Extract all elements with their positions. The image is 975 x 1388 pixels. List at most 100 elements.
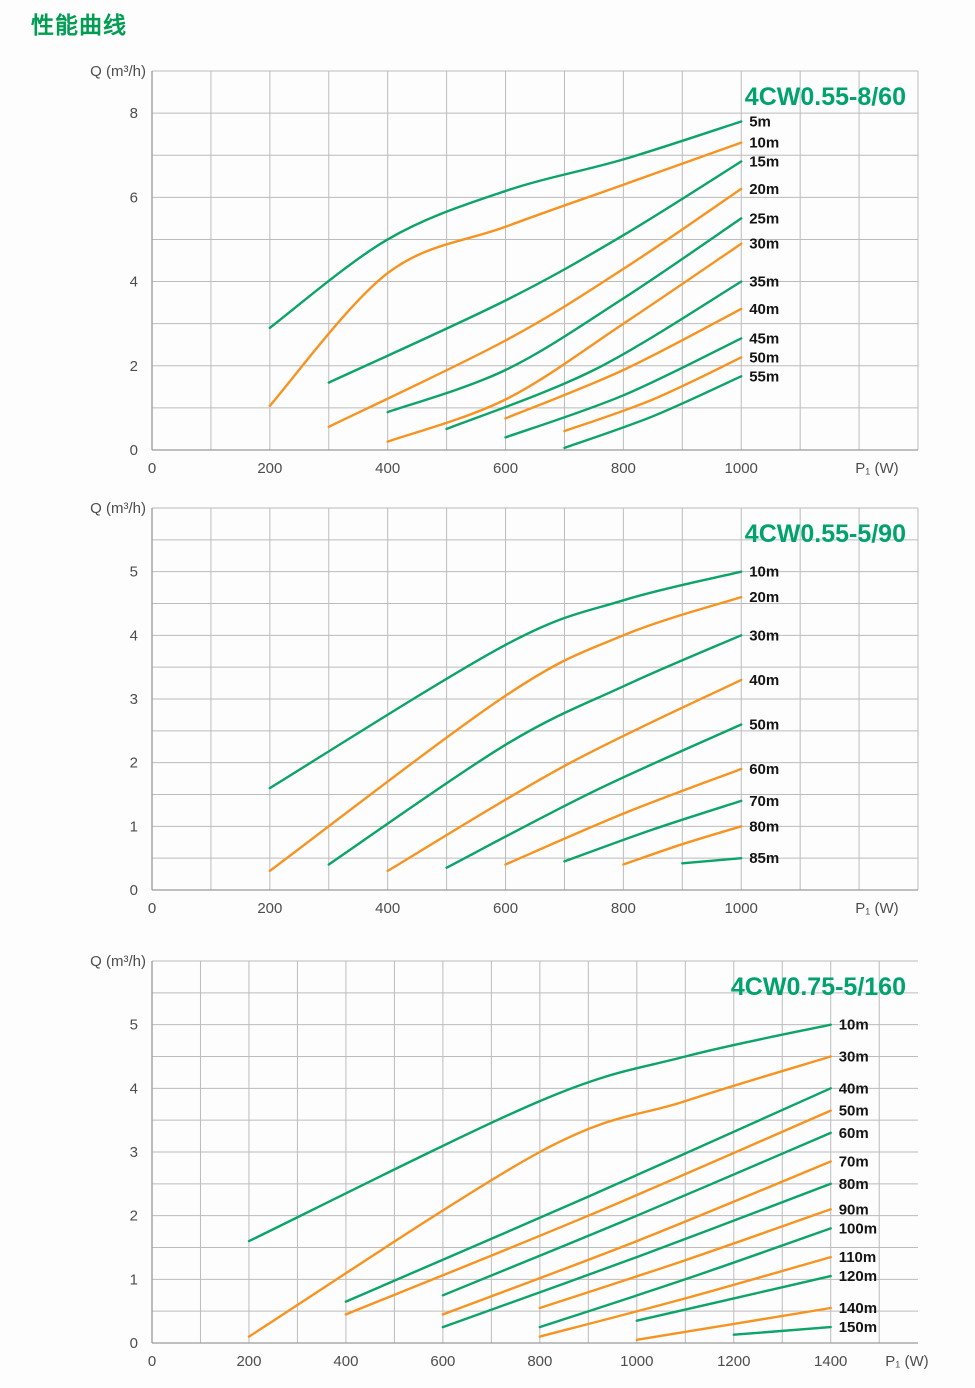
curve-80m xyxy=(441,1182,832,1329)
curve-label-5m: 5m xyxy=(749,114,771,131)
x-axis-title: P₁ (W) xyxy=(855,460,898,477)
curve-40m xyxy=(504,307,743,420)
x-tick-label: 600 xyxy=(493,460,518,477)
curve-40m xyxy=(386,678,743,873)
curve-55m xyxy=(563,375,743,450)
curve-20m xyxy=(327,187,743,428)
chart-4CW0.75-5/160: 0 200 400 600 800 1000 1200 1400 0 1 2 3 4 5 Q (m³/h) P… xyxy=(0,948,975,1383)
y-tick-label: 8 xyxy=(130,105,138,122)
axes xyxy=(151,71,918,451)
y-tick-label: 2 xyxy=(130,755,138,772)
curve-90m xyxy=(538,1208,832,1310)
y-tick-label: 6 xyxy=(130,189,138,206)
chart-svg-2: 0 200 400 600 800 1000 0 1 2 3 4 5 Q (m³/h) P₁ (W) 4CW… xyxy=(90,500,919,917)
curve-label-45m: 45m xyxy=(749,330,779,347)
y-tick-label: 0 xyxy=(130,882,138,899)
curve-label-40m: 40m xyxy=(839,1080,869,1097)
curve-label-90m: 90m xyxy=(839,1201,869,1218)
curve-85m xyxy=(681,857,743,865)
x-tick-label: 1200 xyxy=(717,1353,750,1370)
axes xyxy=(151,508,918,891)
curve-140m xyxy=(635,1306,832,1341)
chart-4CW0.55-5/90: 0 200 400 600 800 1000 0 1 2 3 4 5 Q (m³/h) P₁ (W) 4CW… xyxy=(0,495,975,930)
curve-label-85m: 85m xyxy=(749,850,779,867)
curve-label-50m: 50m xyxy=(749,349,779,366)
x-tick-label: 400 xyxy=(375,460,400,477)
curve-10m xyxy=(247,1023,832,1243)
x-tick-label: 800 xyxy=(527,1353,552,1370)
curve-40m xyxy=(344,1087,832,1303)
curve-label-40m: 40m xyxy=(749,672,779,689)
x-axis-title: P₁ (W) xyxy=(885,1353,928,1370)
y-tick-label: 1 xyxy=(130,818,138,835)
curve-50m xyxy=(344,1109,832,1316)
x-tick-label: 0 xyxy=(148,460,156,477)
page-title: 性能曲线 xyxy=(31,12,127,38)
curve-110m xyxy=(538,1255,832,1338)
chart-title: 4CW0.55-5/90 xyxy=(745,520,906,548)
axes xyxy=(151,961,918,1344)
curve-label-70m: 70m xyxy=(749,793,779,810)
curve-100m xyxy=(538,1227,832,1329)
x-tick-label: 600 xyxy=(430,1353,455,1370)
x-tick-label: 0 xyxy=(148,1353,156,1370)
x-tick-label: 1400 xyxy=(814,1353,847,1370)
curve-5m xyxy=(268,120,743,330)
curve-150m xyxy=(732,1325,832,1336)
chart-4CW0.55-8/60: 0 200 400 600 800 1000 0 2 4 6 8 Q (m³/h) P₁ (W) 4CW0… xyxy=(0,58,975,493)
x-tick-label: 200 xyxy=(257,900,282,917)
grid-lines xyxy=(151,960,918,1344)
curve-10m xyxy=(268,141,743,407)
y-axis-title: Q (m³/h) xyxy=(90,500,146,517)
curve-70m xyxy=(441,1160,832,1316)
curve-30m xyxy=(386,242,743,443)
curve-80m xyxy=(622,825,743,866)
y-tick-label: 0 xyxy=(130,1335,138,1352)
grid-lines xyxy=(151,507,919,891)
curve-label-110m: 110m xyxy=(839,1249,877,1266)
y-tick-label: 4 xyxy=(130,1080,138,1097)
curve-label-35m: 35m xyxy=(749,274,779,291)
curve-60m xyxy=(441,1131,832,1297)
x-axis-title: P₁ (W) xyxy=(855,900,898,917)
curve-label-20m: 20m xyxy=(749,589,779,606)
x-tick-label: 800 xyxy=(611,460,636,477)
y-tick-label: 4 xyxy=(130,274,138,291)
curve-45m xyxy=(504,337,743,439)
curve-120m xyxy=(635,1274,832,1322)
curve-label-10m: 10m xyxy=(749,564,779,581)
curve-label-30m: 30m xyxy=(749,236,779,253)
curve-label-20m: 20m xyxy=(749,181,779,198)
chart-svg-1: 0 200 400 600 800 1000 0 2 4 6 8 Q (m³/h) P₁ (W) 4CW0… xyxy=(90,63,919,477)
x-tick-label: 1000 xyxy=(725,460,758,477)
y-tick-label: 2 xyxy=(130,358,138,375)
curve-label-70m: 70m xyxy=(839,1154,869,1171)
chart-title: 4CW0.75-5/160 xyxy=(731,973,906,1001)
curve-label-10m: 10m xyxy=(749,135,779,152)
curve-15m xyxy=(327,160,743,384)
curve-25m xyxy=(386,217,743,414)
curve-label-10m: 10m xyxy=(839,1017,869,1034)
curve-label-100m: 100m xyxy=(839,1220,877,1237)
y-axis-title: Q (m³/h) xyxy=(90,63,146,80)
curve-50m xyxy=(445,723,743,869)
y-tick-label: 1 xyxy=(130,1271,138,1288)
x-tick-label: 0 xyxy=(148,900,156,917)
curve-label-80m: 80m xyxy=(749,818,779,835)
x-tick-label: 800 xyxy=(611,900,636,917)
y-tick-label: 5 xyxy=(130,564,138,581)
y-axis-title: Q (m³/h) xyxy=(90,953,146,970)
curve-label-60m: 60m xyxy=(749,761,779,778)
x-tick-label: 1000 xyxy=(620,1353,653,1370)
curve-30m xyxy=(327,634,743,866)
chart-svg-3: 0 200 400 600 800 1000 1200 1400 0 1 2 3 4 5 Q (m³/h) P… xyxy=(90,953,929,1370)
curve-label-120m: 120m xyxy=(839,1268,877,1285)
x-tick-label: 400 xyxy=(333,1353,358,1370)
x-tick-label: 400 xyxy=(375,900,400,917)
x-tick-label: 600 xyxy=(493,900,518,917)
curve-35m xyxy=(445,280,743,431)
curve-label-50m: 50m xyxy=(839,1103,869,1120)
x-tick-label: 200 xyxy=(236,1353,261,1370)
curve-label-55m: 55m xyxy=(749,368,779,385)
